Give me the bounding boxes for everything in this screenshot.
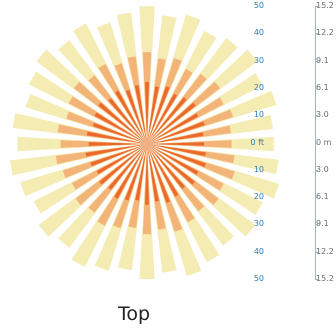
burst-ray [147, 144, 195, 185]
burst-ray [114, 90, 147, 144]
burst-ray [92, 122, 147, 144]
burst-ray [147, 144, 279, 175]
burst-ray [90, 144, 147, 167]
scale-feet-label: 0 ft [250, 137, 264, 147]
scale-tick [315, 60, 318, 62]
burst-ray [128, 144, 147, 228]
burst-ray [147, 109, 234, 144]
burst-ray [147, 144, 206, 168]
scale-feet-label: 40 [253, 246, 264, 256]
burst-ray [147, 86, 159, 144]
scale-feet-label: 50 [253, 274, 264, 283]
scale-tick [315, 115, 318, 117]
middle-rays [55, 52, 235, 235]
burst-ray [147, 121, 205, 144]
scale-meters-label: 9.1 [316, 55, 329, 65]
scale-tick [315, 279, 318, 280]
burst-ray [147, 144, 171, 203]
burst-ray [98, 102, 147, 144]
view-label: Top [118, 303, 151, 325]
burst-ray [85, 144, 147, 157]
scale-tick [315, 251, 318, 253]
scale-meters-label: 3.0 [316, 110, 329, 120]
burst-ray [124, 144, 147, 201]
scale-tick [315, 6, 318, 7]
burst-ray [147, 144, 177, 273]
scale-meters-label: 0 m [316, 137, 332, 147]
burst-ray [114, 63, 147, 145]
burst-ray [147, 102, 196, 144]
burst-ray [147, 132, 204, 144]
burst-ray [116, 12, 147, 145]
burst-ray [134, 85, 147, 144]
burst-ray [147, 86, 170, 144]
burst-ray [66, 111, 147, 144]
burst-ray [145, 144, 149, 205]
burst-ray [113, 144, 147, 229]
scale-feet-label: 10 [253, 164, 264, 174]
burst-ray [147, 97, 187, 144]
scale-meters-label: 12.2 [316, 28, 334, 38]
scale-tick [315, 197, 318, 199]
burst-ray [108, 98, 147, 144]
scale-feet-label: 50 [253, 1, 264, 10]
scale-meters-label: 3.0 [316, 164, 329, 174]
burst-ray [12, 113, 147, 144]
burst-ray [86, 131, 147, 144]
scale-feet-label: 40 [253, 28, 264, 38]
burst-ray [147, 144, 186, 189]
top-view-burst-diagram [9, 6, 280, 280]
burst-ray [118, 144, 147, 271]
scale-meters-label: 6.1 [316, 192, 329, 202]
scale-meters-label: 12.2 [316, 246, 334, 256]
scale-feet-label: 30 [253, 219, 264, 229]
burst-ray [125, 89, 147, 144]
burst-ray [94, 112, 147, 144]
burst-ray [147, 58, 166, 144]
scale-feet-label: 30 [253, 55, 264, 65]
scale-feet-label: 20 [253, 192, 264, 202]
burst-ray [57, 124, 148, 144]
scale-meters-label: 6.1 [316, 82, 329, 92]
scale-feet-label: 10 [253, 110, 264, 120]
burst-ray [147, 113, 199, 144]
burst-ray [99, 144, 147, 185]
burst-ray [147, 15, 177, 144]
scale-meters-label: 9.1 [316, 219, 329, 229]
burst-ray [147, 125, 231, 144]
scale-feet-label: 20 [253, 82, 264, 92]
burst-ray [147, 57, 182, 144]
burst-ray [147, 144, 206, 157]
burst-ray [147, 144, 179, 197]
burst-ray [147, 144, 166, 230]
scale-tick [315, 33, 318, 35]
burst-ray [55, 144, 147, 165]
burst-ray [147, 144, 235, 180]
burst-ray [147, 142, 205, 146]
burst-ray [127, 56, 147, 144]
burst-ray [147, 144, 183, 232]
burst-ray [62, 144, 147, 178]
scale-tick [315, 87, 318, 89]
scale-meters-label: 15.2 [316, 274, 334, 283]
burst-ray [147, 144, 159, 202]
burst-ray [88, 142, 147, 146]
burst-ray [135, 144, 147, 201]
burst-ray [147, 115, 274, 144]
inner-rays [85, 82, 206, 205]
burst-ray [147, 144, 199, 175]
scale-tick [315, 169, 318, 171]
burst-ray [114, 144, 147, 199]
scale-tick [315, 142, 318, 144]
burst-ray [147, 144, 235, 164]
scale-tick [315, 224, 318, 226]
scale-meters-label: 15.2 [316, 1, 334, 10]
burst-ray [147, 93, 178, 144]
burst-ray [96, 144, 147, 175]
burst-ray [9, 144, 147, 176]
burst-ray [145, 82, 149, 144]
burst-ray [108, 144, 147, 190]
